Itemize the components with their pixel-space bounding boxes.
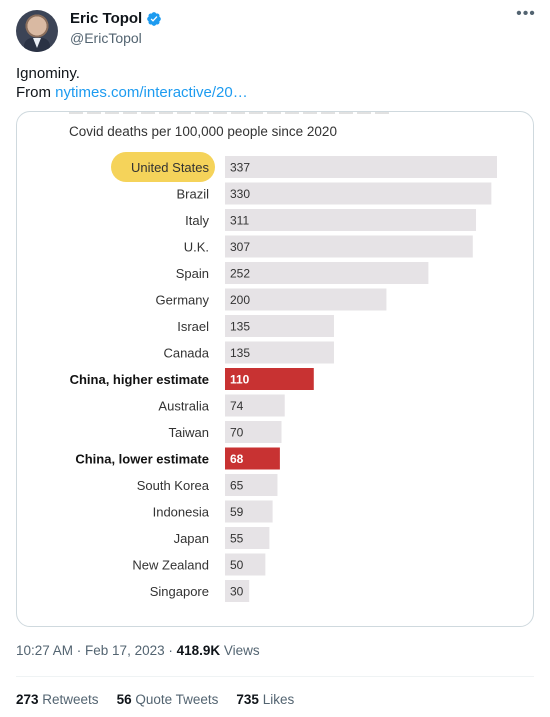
likes-count: 735 (236, 692, 259, 707)
bar-label-canada: Canada (163, 346, 209, 361)
quotes-count: 56 (116, 692, 132, 707)
tweet-text-prefix: From (16, 84, 56, 101)
bar-japan (225, 527, 270, 549)
author-name-row: Eric Topol (70, 10, 162, 27)
bar-value-japan: 55 (230, 532, 244, 546)
bar-label-indonesia: Indonesia (153, 505, 210, 520)
bar-new-zealand (225, 553, 266, 576)
bar-label-italy: Italy (185, 213, 209, 228)
bar-canada (225, 341, 334, 364)
bar-value-canada: 135 (230, 346, 250, 360)
tweet-text: Ignominy. From nytimes.com/interactive/2… (16, 64, 248, 102)
bar-value-indonesia: 59 (230, 505, 244, 519)
bar-china-higher-estimate (225, 368, 314, 390)
bar-value-germany: 200 (230, 293, 250, 307)
quote-tweets-stat[interactable]: 56 Quote Tweets (117, 692, 219, 707)
avatar[interactable] (16, 10, 58, 52)
bar-label-brazil: Brazil (176, 187, 209, 202)
bar-value-u-k: 307 (230, 240, 250, 254)
bar-united-states (225, 156, 497, 178)
bar-label-new-zealand: New Zealand (132, 558, 209, 573)
likes-label: Likes (258, 692, 295, 707)
bar-value-italy: 311 (230, 214, 249, 228)
bar-value-china-lower-estimate: 68 (230, 452, 244, 466)
bar-label-japan: Japan (174, 531, 209, 546)
bar-israel (225, 315, 334, 337)
bar-label-south-korea: South Korea (137, 478, 210, 493)
verified-badge-icon (147, 11, 162, 26)
quotes-label: Quote Tweets (131, 692, 219, 707)
views-label: Views (220, 643, 260, 658)
tweet-timestamp[interactable]: 10:27 AM · Feb 17, 2023 (16, 643, 165, 658)
bar-singapore (225, 580, 250, 602)
bar-label-united-states: United States (131, 160, 210, 175)
more-options-icon[interactable]: ••• (516, 5, 536, 22)
bar-taiwan (225, 421, 282, 443)
tweet-text-line2: From nytimes.com/interactive/20… (16, 83, 248, 102)
bar-germany (225, 288, 387, 311)
bar-label-taiwan: Taiwan (169, 425, 209, 440)
bar-label-china-higher-estimate: China, higher estimate (70, 372, 209, 387)
meta-separator: · (164, 643, 177, 658)
chart-subtitle: Covid deaths per 100,000 people since 20… (69, 124, 337, 139)
tweet-header: Eric Topol @EricTopol ••• (16, 5, 536, 52)
bar-label-china-lower-estimate: China, lower estimate (75, 452, 209, 467)
divider (16, 676, 534, 677)
cutoff-title-fragment (69, 112, 389, 114)
bar-indonesia (225, 500, 273, 523)
highlight-pill-united-states (111, 152, 215, 182)
bar-brazil (225, 182, 492, 205)
bar-label-spain: Spain (176, 266, 209, 281)
bar-label-israel: Israel (177, 319, 209, 334)
author-handle[interactable]: @EricTopol (70, 30, 142, 46)
bar-value-israel: 135 (230, 320, 250, 334)
bar-label-germany: Germany (156, 293, 210, 308)
bar-value-brazil: 330 (230, 187, 250, 201)
bar-value-taiwan: 70 (230, 426, 244, 440)
bar-label-singapore: Singapore (150, 584, 209, 599)
bar-value-china-higher-estimate: 110 (230, 373, 250, 387)
media-card[interactable]: Covid deaths per 100,000 people since 20… (16, 111, 534, 627)
bar-value-new-zealand: 50 (230, 558, 244, 572)
bar-value-united-states: 337 (230, 161, 250, 175)
bar-value-spain: 252 (230, 267, 250, 281)
author-display-name[interactable]: Eric Topol (70, 10, 143, 27)
retweets-stat[interactable]: 273 Retweets (16, 692, 99, 707)
retweets-label: Retweets (38, 692, 99, 707)
bar-value-south-korea: 65 (230, 479, 244, 493)
tweet-meta: 10:27 AM · Feb 17, 2023 · 418.9K Views (16, 643, 260, 658)
bar-label-australia: Australia (158, 399, 209, 414)
article-link[interactable]: nytimes.com/interactive/20… (55, 84, 248, 101)
bar-china-lower-estimate (225, 447, 280, 470)
views-count: 418.9K (176, 643, 221, 658)
retweets-count: 273 (16, 692, 39, 707)
tweet-text-line1: Ignominy. (16, 65, 80, 82)
bar-south-korea (225, 474, 278, 496)
bar-value-singapore: 30 (230, 585, 244, 599)
bar-label-u-k: U.K. (184, 240, 209, 255)
likes-stat[interactable]: 735 Likes (236, 692, 294, 707)
bar-spain (225, 262, 429, 284)
bar-italy (225, 209, 477, 231)
bar-value-australia: 74 (230, 399, 244, 413)
engagement-stats: 273 Retweets 56 Quote Tweets 735 Likes (16, 692, 294, 707)
bar-u-k (225, 235, 473, 258)
avatar-collar (33, 38, 41, 48)
bar-australia (225, 394, 285, 417)
